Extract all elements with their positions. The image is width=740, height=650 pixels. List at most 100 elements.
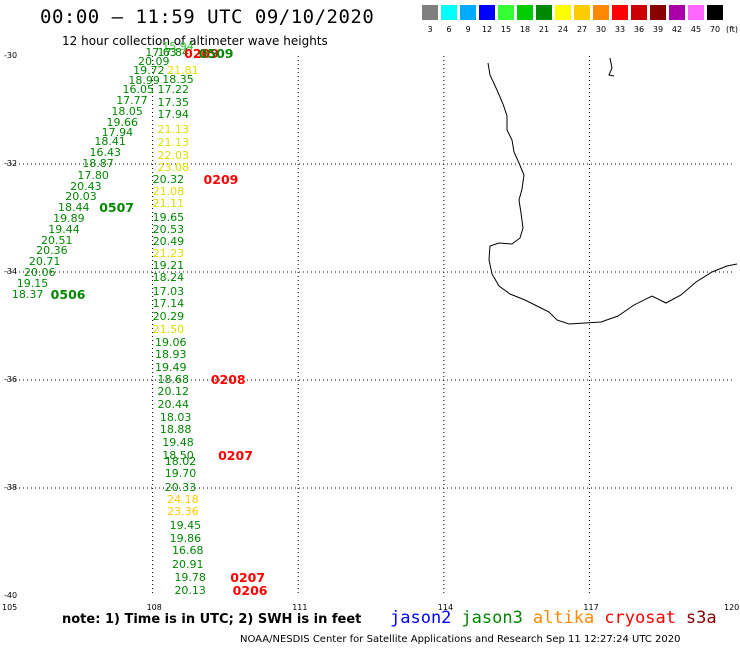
lon-tick-label: 114 (437, 603, 454, 612)
wave-height-label: 24.18 (167, 492, 199, 506)
wave-height-label: 21.81 (167, 63, 199, 77)
wave-height-label: 19.15 (16, 276, 49, 290)
legend-label: 18 (519, 25, 531, 34)
wave-height-label: 20.53 (152, 222, 185, 236)
wave-height-label: 18.87 (82, 156, 114, 170)
lat-tick-label: -38 (4, 483, 18, 492)
wave-height-label: 20.09 (138, 55, 170, 69)
wave-height-label: 16.43 (89, 146, 122, 160)
wave-height-label: 19.65 (152, 210, 185, 224)
wave-height-label: 19.78 (174, 571, 206, 585)
wave-height-label: 16.05 (122, 83, 155, 97)
lon-tick-label: 111 (292, 603, 308, 612)
wave-height-label: 21.13 (157, 122, 189, 136)
legend-swatch (574, 5, 590, 20)
pass-id-label: 0208 (210, 371, 246, 387)
satellite-name: s3a (685, 608, 717, 628)
wave-height-label: 17.94 (101, 125, 134, 139)
wave-height-label: 20.03 (65, 190, 97, 204)
wave-height-label: 20.32 (152, 173, 185, 187)
coastline-australia (487, 62, 738, 325)
legend-label: 70 (709, 25, 721, 34)
legend-swatch (517, 5, 533, 20)
wave-height-label: 17.35 (157, 95, 189, 109)
wave-height-label: 18.99 (128, 74, 160, 88)
wave-height-label: 19.86 (169, 531, 202, 545)
wave-height-label: 18.03 (159, 410, 192, 424)
lat-tick-label: -40 (4, 591, 18, 600)
legend-label: 12 (481, 25, 493, 34)
wave-height-label: 20.91 (172, 557, 204, 571)
lon-tick-label: 105 (2, 603, 18, 612)
wave-height-label: 18.24 (152, 271, 185, 285)
pass-id-label: 0209 (203, 172, 239, 188)
pass-id-label: 0209 (184, 46, 219, 62)
lon-tick-label: 117 (583, 603, 599, 612)
wave-height-label: 18.05 (111, 105, 143, 119)
legend-label: 15 (500, 25, 512, 34)
lat-tick-label: -34 (4, 267, 18, 276)
credit-line: NOAA/NESDIS Center for Satellite Applica… (240, 634, 681, 645)
lon-tick-label: 108 (146, 603, 162, 612)
wave-height-label: 17.80 (77, 168, 109, 182)
legend-label: 24 (557, 25, 569, 34)
legend-swatch (593, 5, 609, 20)
wave-height-label: 20.12 (157, 384, 189, 398)
wave-height-label: 18.68 (157, 372, 189, 386)
footnote: note: 1) Time is in UTC; 2) SWH is in fe… (62, 612, 362, 627)
wave-height-label: 17.63 (145, 46, 177, 60)
legend-swatch (479, 5, 495, 20)
wave-height-label: 20.33 (164, 480, 197, 494)
legend-swatch (555, 5, 571, 20)
wave-height-label: 18.93 (155, 348, 187, 362)
wave-height-label: 20.13 (174, 583, 206, 597)
wave-height-label: 20.71 (28, 255, 61, 269)
pass-id-label: 0506 (50, 286, 86, 302)
wave-height-label: 22.03 (157, 148, 189, 162)
legend-swatch (688, 5, 704, 20)
wave-height-label: 20.06 (23, 266, 56, 279)
wave-height-label: 16.68 (172, 544, 204, 558)
wave-height-label: 18.50 (162, 448, 194, 462)
wave-height-label: 18.88 (159, 422, 192, 436)
wave-height-label: 19.06 (155, 336, 187, 350)
wave-height-label: 21.11 (152, 196, 185, 210)
legend-label: 21 (538, 25, 550, 34)
wave-height-label: 17.77 (116, 94, 148, 108)
lon-tick-label: 120 (724, 603, 740, 612)
island-coastline (608, 57, 615, 77)
wave-height-label: 19.70 (164, 466, 197, 480)
legend-label: 42 (671, 25, 683, 34)
wave-height-label: 19.21 (152, 258, 185, 272)
wave-height-label: 17.22 (157, 83, 189, 97)
wave-height-label: 15.94 (162, 40, 194, 54)
wave-height-label: 21.50 (152, 322, 185, 336)
lat-tick-label: -32 (4, 159, 18, 168)
legend-label: 36 (633, 25, 645, 34)
wave-height-label: 20.29 (152, 310, 185, 324)
pass-id-label: 0207 (218, 447, 253, 463)
wave-height-label: 18.44 (57, 201, 90, 215)
legend-swatch (707, 5, 723, 20)
map-title: 00:00 – 11:59 UTC 09/10/2020 (40, 6, 375, 28)
wave-height-label: 19.72 (133, 63, 165, 77)
wave-height-label: 21.23 (152, 247, 185, 261)
legend-label: 3 (427, 25, 433, 34)
wave-height-label: 23.36 (167, 504, 199, 518)
legend-swatch (460, 5, 476, 20)
wave-height-label: 17.84 (157, 46, 189, 60)
legend-swatch (422, 5, 438, 20)
lat-lon-grid (7, 56, 735, 596)
wave-height-label: 18.02 (164, 455, 197, 468)
wave-height-label: 19.89 (53, 212, 85, 225)
wave-height-label: 19.49 (155, 360, 187, 374)
wave-height-label: 20.44 (157, 398, 189, 412)
satellite-name: jason3 (461, 608, 523, 628)
legend-unit: (ft) (725, 25, 739, 34)
legend-label: 30 (595, 25, 607, 34)
wave-height-label: 20.43 (70, 179, 102, 193)
wave-height-label: 17.14 (152, 297, 185, 311)
wave-height-label: 20.36 (36, 244, 68, 258)
wave-height-label: 21.08 (152, 185, 185, 198)
